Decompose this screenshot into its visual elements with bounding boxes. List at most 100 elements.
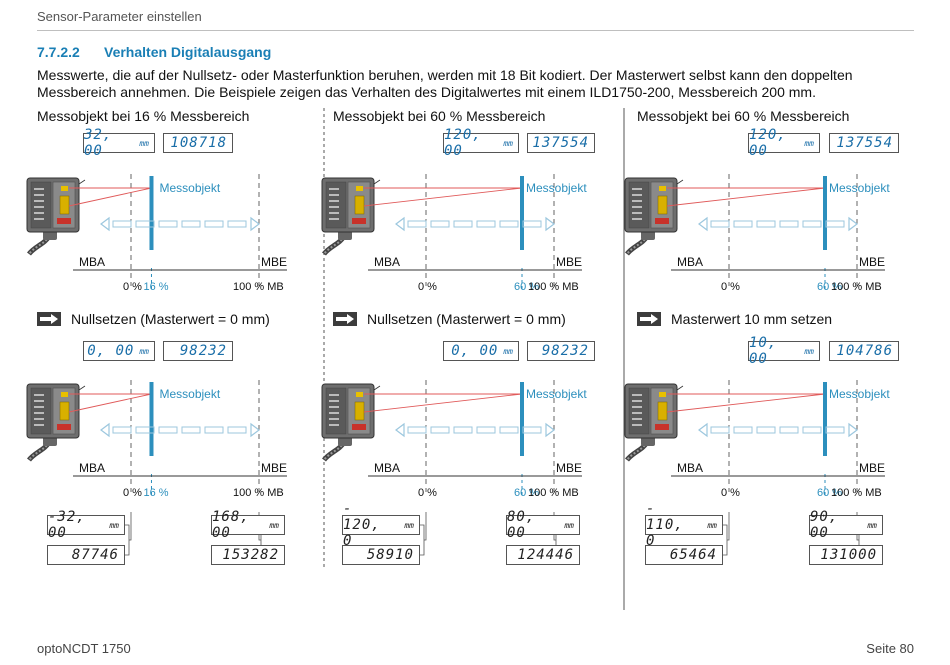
range-arrow-left-icon xyxy=(100,422,110,438)
sensor-side-panel xyxy=(325,181,347,229)
sensor-device-icon xyxy=(624,177,684,256)
footer-page: Seite 80 xyxy=(866,641,914,656)
range-arrow-segment xyxy=(158,426,178,434)
range-arrow-segment xyxy=(227,426,247,434)
range-arrow-segment xyxy=(825,426,845,434)
range-arrow-segment xyxy=(710,220,730,228)
right-result-digital-display: 131000 xyxy=(809,545,883,565)
laser-warning-label xyxy=(356,392,363,397)
target-percent-label: 60 % xyxy=(514,281,539,293)
display-value: 137554 xyxy=(532,135,589,151)
mba-label: MBA xyxy=(677,461,703,475)
sensor-mount xyxy=(78,385,86,391)
range-arrow-right-icon xyxy=(848,216,858,232)
range-arrow-segment xyxy=(407,220,427,228)
left-result-digital-display: 58910 xyxy=(342,545,420,565)
sensor-label-line xyxy=(632,194,642,196)
column-title-3: Messobjekt bei 60 % Messbereich xyxy=(637,108,850,124)
arrow-right-icon xyxy=(637,312,661,326)
mba-label: MBA xyxy=(79,255,105,269)
display-value: - 120, 0 xyxy=(343,501,381,549)
full-range-label: 100 % MB xyxy=(528,281,579,293)
display-value: 108718 xyxy=(170,135,227,151)
step-row-1: Nullsetzen (Masterwert = 0 mm) xyxy=(37,311,270,327)
display-unit: mm xyxy=(564,520,574,530)
display-value: 10, 00 xyxy=(749,335,778,367)
sensor-window xyxy=(354,195,365,215)
display-unit: mm xyxy=(139,138,149,148)
column-title-2: Messobjekt bei 60 % Messbereich xyxy=(333,108,546,124)
range-arrow-segment xyxy=(158,220,178,228)
sensor-label-line xyxy=(34,412,44,414)
range-arrow-left-icon xyxy=(395,422,405,438)
measuring-object xyxy=(823,176,827,250)
full-range-label: 100 % MB xyxy=(831,281,882,293)
range-arrow-segment xyxy=(181,426,201,434)
range-arrow-segment xyxy=(204,426,224,434)
sensor-window xyxy=(354,401,365,421)
display-unit: mm xyxy=(269,520,279,530)
right-result-digital-display: 153282 xyxy=(211,545,285,565)
brand-logo xyxy=(655,218,669,224)
sensor-mount xyxy=(78,179,86,185)
sensor-label-line xyxy=(632,412,642,414)
top-digital-display: 137554 xyxy=(527,133,595,153)
sensor-side-panel xyxy=(30,181,52,229)
range-arrow-segment xyxy=(779,426,799,434)
sensor-cable-detail xyxy=(28,235,50,255)
messobjekt-label: Messobjekt xyxy=(526,181,587,195)
bottom-distance-display: 10, 00 mm xyxy=(748,335,820,367)
sensor-label-line xyxy=(632,418,642,420)
zero-percent-label: 0 % xyxy=(418,281,437,293)
left-result-distance-display: - 120, 0 mm xyxy=(342,501,420,549)
step-label: Masterwert 10 mm setzen xyxy=(671,311,833,327)
sensor-label-line xyxy=(632,188,642,190)
mbe-label: MBE xyxy=(261,255,287,269)
sensor-label-line xyxy=(632,406,642,408)
left-result-digital-display: 65464 xyxy=(645,545,723,565)
sensor-cable-detail xyxy=(626,441,648,461)
laser-reflection xyxy=(363,187,523,207)
sensor-label-line xyxy=(34,418,44,420)
mbe-label: MBE xyxy=(556,461,582,475)
range-arrow-segment xyxy=(227,220,247,228)
range-arrow-right-icon xyxy=(250,216,260,232)
zero-percent-label: 0 % xyxy=(123,281,142,293)
sensor-label-line xyxy=(34,188,44,190)
mba-label: MBA xyxy=(677,255,703,269)
top-digital-display: 108718 xyxy=(163,133,233,153)
top-digital-display: 137554 xyxy=(829,133,899,153)
sensor-label-line xyxy=(329,412,339,414)
target-percent-label: 60 % xyxy=(817,487,842,499)
laser-reflection xyxy=(666,393,826,413)
sensor-label-line xyxy=(329,206,339,208)
range-arrow-segment xyxy=(756,426,776,434)
range-arrow-segment xyxy=(756,220,776,228)
mba-label: MBA xyxy=(374,255,400,269)
left-result-digital-display: 87746 xyxy=(47,545,125,565)
sensor-label-line xyxy=(329,400,339,402)
laser-reflection xyxy=(363,393,523,413)
zero-percent-label: 0 % xyxy=(123,487,142,499)
sensor-label-line xyxy=(329,188,339,190)
step-label: Nullsetzen (Masterwert = 0 mm) xyxy=(71,311,270,327)
range-arrow-segment xyxy=(181,220,201,228)
range-arrow-segment xyxy=(476,426,496,434)
display-unit: mm xyxy=(139,346,149,356)
column-title-1: Messobjekt bei 16 % Messbereich xyxy=(37,108,250,124)
top-distance-display: 32, 00 mm xyxy=(83,127,155,159)
sensor-label-line xyxy=(34,200,44,202)
measuring-object xyxy=(823,382,827,456)
target-percent-label: 16 % xyxy=(143,281,168,293)
step-label: Nullsetzen (Masterwert = 0 mm) xyxy=(367,311,566,327)
range-arrow-segment xyxy=(476,220,496,228)
range-arrow-segment xyxy=(430,426,450,434)
mbe-label: MBE xyxy=(261,461,287,475)
sensor-window xyxy=(657,401,668,421)
range-arrow-segment xyxy=(453,220,473,228)
section-heading: Verhalten Digitalausgang xyxy=(104,44,272,60)
sensor-label-line xyxy=(329,218,339,220)
range-arrow-segment xyxy=(499,426,519,434)
sensor-label-line xyxy=(34,406,44,408)
left-result-distance-display: -32, 00 mm xyxy=(47,509,125,541)
